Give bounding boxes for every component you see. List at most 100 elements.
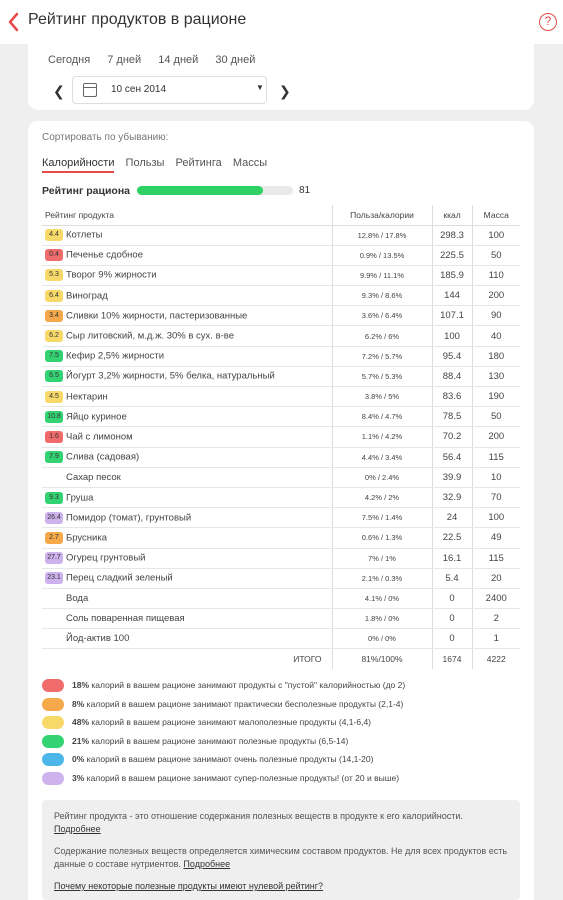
next-date-chevron-icon[interactable]: ❯ <box>279 83 291 99</box>
product-rating-badge: 4.5 <box>45 390 63 403</box>
help-icon[interactable]: ? <box>539 13 557 31</box>
table-row[interactable]: Вода 4.1% / 0% 0 2400 <box>42 588 520 610</box>
info-text-2: Содержание полезных веществ определяется… <box>54 846 508 869</box>
product-name: Брусника <box>66 532 108 544</box>
legend-percent: 48% <box>72 717 90 727</box>
table-row[interactable]: 26.4 Помидор (томат), грунтовый 7.5% / 1.4… <box>42 507 520 529</box>
product-mass-cell: 40 <box>471 325 520 347</box>
legend-item: 21% калорий в вашем рационе занимают пол… <box>42 733 522 752</box>
column-header-name: Рейтинг продукта <box>42 205 332 226</box>
product-rating-badge: 2.7 <box>45 531 63 544</box>
product-ratio-cell: 3.8% / 5% <box>331 386 432 408</box>
sort-tab-rating[interactable]: Рейтинга <box>175 157 222 169</box>
product-name: Сыр литовский, м.д.ж. 30% в сух. в-ве <box>66 330 235 342</box>
product-kcal-cell: 225.5 <box>431 245 472 266</box>
calorie-legend: 18% калорий в вашем рационе занимают про… <box>42 677 522 788</box>
calendar-icon <box>83 83 97 97</box>
product-mass-cell: 10 <box>471 467 520 488</box>
table-row[interactable]: Сахар песок 0% / 2.4% 39.9 10 <box>42 467 520 488</box>
product-kcal-cell: 56.4 <box>431 447 472 468</box>
table-row[interactable]: 6.5 Йогурт 3,2% жирности, 5% белка, натур… <box>42 366 520 388</box>
ration-rating-label: Рейтинг рациона <box>42 185 131 197</box>
sort-tabs: Калорийности Пользы Рейтинга Массы <box>42 157 275 173</box>
legend-description: калорий в вашем рационе занимают практич… <box>86 698 404 709</box>
period-tab-30-days[interactable]: 30 дней <box>215 54 256 66</box>
period-tab-14-days[interactable]: 14 дней <box>158 54 199 66</box>
table-row[interactable]: 3.4 Сливки 10% жирности, пастеризованные 3… <box>42 305 520 327</box>
table-row[interactable]: 6.2 Сыр литовский, м.д.ж. 30% в сух. в-ве… <box>42 325 520 347</box>
product-rating-badge: 6.5 <box>45 370 63 383</box>
legend-color-dot <box>42 679 64 692</box>
product-name-cell: 1.6 Чай с лимоном <box>42 426 332 448</box>
product-name: Йод-актив 100 <box>66 633 130 645</box>
product-mass-cell: 130 <box>471 366 520 388</box>
product-name-cell: 23.1 Перец сладкий зеленый <box>42 568 332 589</box>
product-mass-cell: 100 <box>471 507 520 529</box>
product-kcal-cell: 16.1 <box>431 548 472 569</box>
legend-text: 8% калорий в вашем рационе занимают прак… <box>72 699 403 709</box>
product-ratio-cell: 7.2% / 5.7% <box>331 346 432 367</box>
sort-tab-benefit[interactable]: Пользы <box>125 157 165 169</box>
product-mass-cell: 100 <box>471 225 520 246</box>
legend-text: 0% калорий в вашем рационе занимают очен… <box>72 754 373 764</box>
more-link-1[interactable]: Подробнее <box>54 824 101 834</box>
legend-description: калорий в вашем рационе занимают супер-п… <box>86 772 400 783</box>
product-mass-cell: 200 <box>471 426 520 448</box>
product-ratio-cell: 8.4% / 4.7% <box>331 406 432 428</box>
product-kcal-cell: 0 <box>431 608 472 630</box>
table-row[interactable]: 10.8 Яйцо куриное 8.4% / 4.7% 78.5 50 <box>42 406 520 428</box>
sort-tab-mass[interactable]: Массы <box>232 157 268 169</box>
period-tab-today[interactable]: Сегодня <box>48 54 91 66</box>
legend-color-dot <box>42 716 64 729</box>
sort-tab-calories[interactable]: Калорийности <box>42 157 115 173</box>
product-name: Соль поваренная пищевая <box>66 613 185 625</box>
product-kcal-cell: 144 <box>431 285 472 307</box>
info-box: Рейтинг продукта - это отношение содержа… <box>42 800 520 900</box>
prev-date-chevron-icon[interactable]: ❮ <box>53 83 65 99</box>
table-row[interactable]: 23.1 Перец сладкий зеленый 2.1% / 0.3% 5.4 2… <box>42 568 520 589</box>
table-row[interactable]: 2.7 Брусника 0.6% / 1.3% 22.5 49 <box>42 527 520 549</box>
product-name-cell: 27.7 Огурец грунтовый <box>42 548 332 569</box>
table-row[interactable]: 1.6 Чай с лимоном 1.1% / 4.2% 70.2 200 <box>42 426 520 448</box>
product-name: Печенье сдобное <box>66 249 143 261</box>
product-name-cell: 6.5 Йогурт 3,2% жирности, 5% белка, натур… <box>42 366 332 388</box>
back-arrow-icon[interactable] <box>6 11 22 33</box>
product-name-cell: 6.2 Сыр литовский, м.д.ж. 30% в сух. в-ве <box>42 325 332 347</box>
zero-rating-question-link[interactable]: Почему некоторые полезные продукты имеют… <box>54 881 324 891</box>
product-name-cell: Йод-актив 100 <box>42 628 332 650</box>
table-row[interactable]: 7.5 Кефир 2,5% жирности 7.2% / 5.7% 95.4 180 <box>42 346 520 367</box>
table-header-row: Рейтинг продукта Польза/калории ккал Мас… <box>42 205 520 226</box>
info-text-1: Рейтинг продукта - это отношение содержа… <box>54 811 463 821</box>
legend-item: 3% калорий в вашем рационе занимают супе… <box>42 770 522 789</box>
legend-percent: 21% <box>72 735 90 746</box>
legend-percent: 18% <box>72 680 90 690</box>
product-name: Творог 9% жирности <box>66 269 157 281</box>
product-name: Виноград <box>66 290 108 302</box>
product-mass-cell: 180 <box>471 346 520 367</box>
more-link-2[interactable]: Подробнее <box>183 859 231 869</box>
product-name: Нектарин <box>66 391 108 403</box>
product-ratio-cell: 0% / 2.4% <box>331 467 432 488</box>
table-row[interactable]: 4.5 Нектарин 3.8% / 5% 83.6 190 <box>42 386 520 408</box>
table-row[interactable]: 27.7 Огурец грунтовый 7% / 1% 16.1 115 <box>42 548 520 569</box>
date-select[interactable]: 10 сен 2014 ▼ <box>72 76 267 104</box>
product-name-cell: 4.4 Котлеты <box>42 225 332 246</box>
table-row[interactable]: 9.3 Груша 4.2% / 2% 32.9 70 <box>42 487 520 509</box>
product-kcal-cell: 0 <box>431 628 472 650</box>
table-row[interactable]: 6.4 Виноград 9.3% / 8.6% 144 200 <box>42 285 520 307</box>
table-row[interactable]: Соль поваренная пищевая 1.8% / 0% 0 2 <box>42 608 520 630</box>
legend-description: калорий в вашем рационе занимают полезны… <box>91 735 349 746</box>
product-name-cell: Сахар песок <box>42 467 332 488</box>
table-row[interactable]: 0.4 Печенье сдобное 0.9% / 13.5% 225.5 50 <box>42 245 520 266</box>
table-row[interactable]: 4.4 Котлеты 12.8% / 17.8% 298.3 100 <box>42 225 520 246</box>
table-row[interactable]: 7.9 Слива (садовая) 4.4% / 3.4% 56.4 115 <box>42 447 520 468</box>
product-kcal-cell: 0 <box>431 588 472 610</box>
period-tab-7-days[interactable]: 7 дней <box>107 54 142 66</box>
product-rating-badge: 10.8 <box>45 410 63 423</box>
product-mass-cell: 49 <box>471 527 520 549</box>
product-name-cell: 7.9 Слива (садовая) <box>42 447 332 468</box>
table-row[interactable]: 5.3 Творог 9% жирности 9.9% / 11.1% 185.9 11… <box>42 265 520 287</box>
legend-item: 0% калорий в вашем рационе занимают очен… <box>42 751 522 770</box>
legend-item: 48% калорий в вашем рационе занимают мал… <box>42 714 522 733</box>
table-row[interactable]: Йод-актив 100 0% / 0% 0 1 <box>42 628 520 650</box>
